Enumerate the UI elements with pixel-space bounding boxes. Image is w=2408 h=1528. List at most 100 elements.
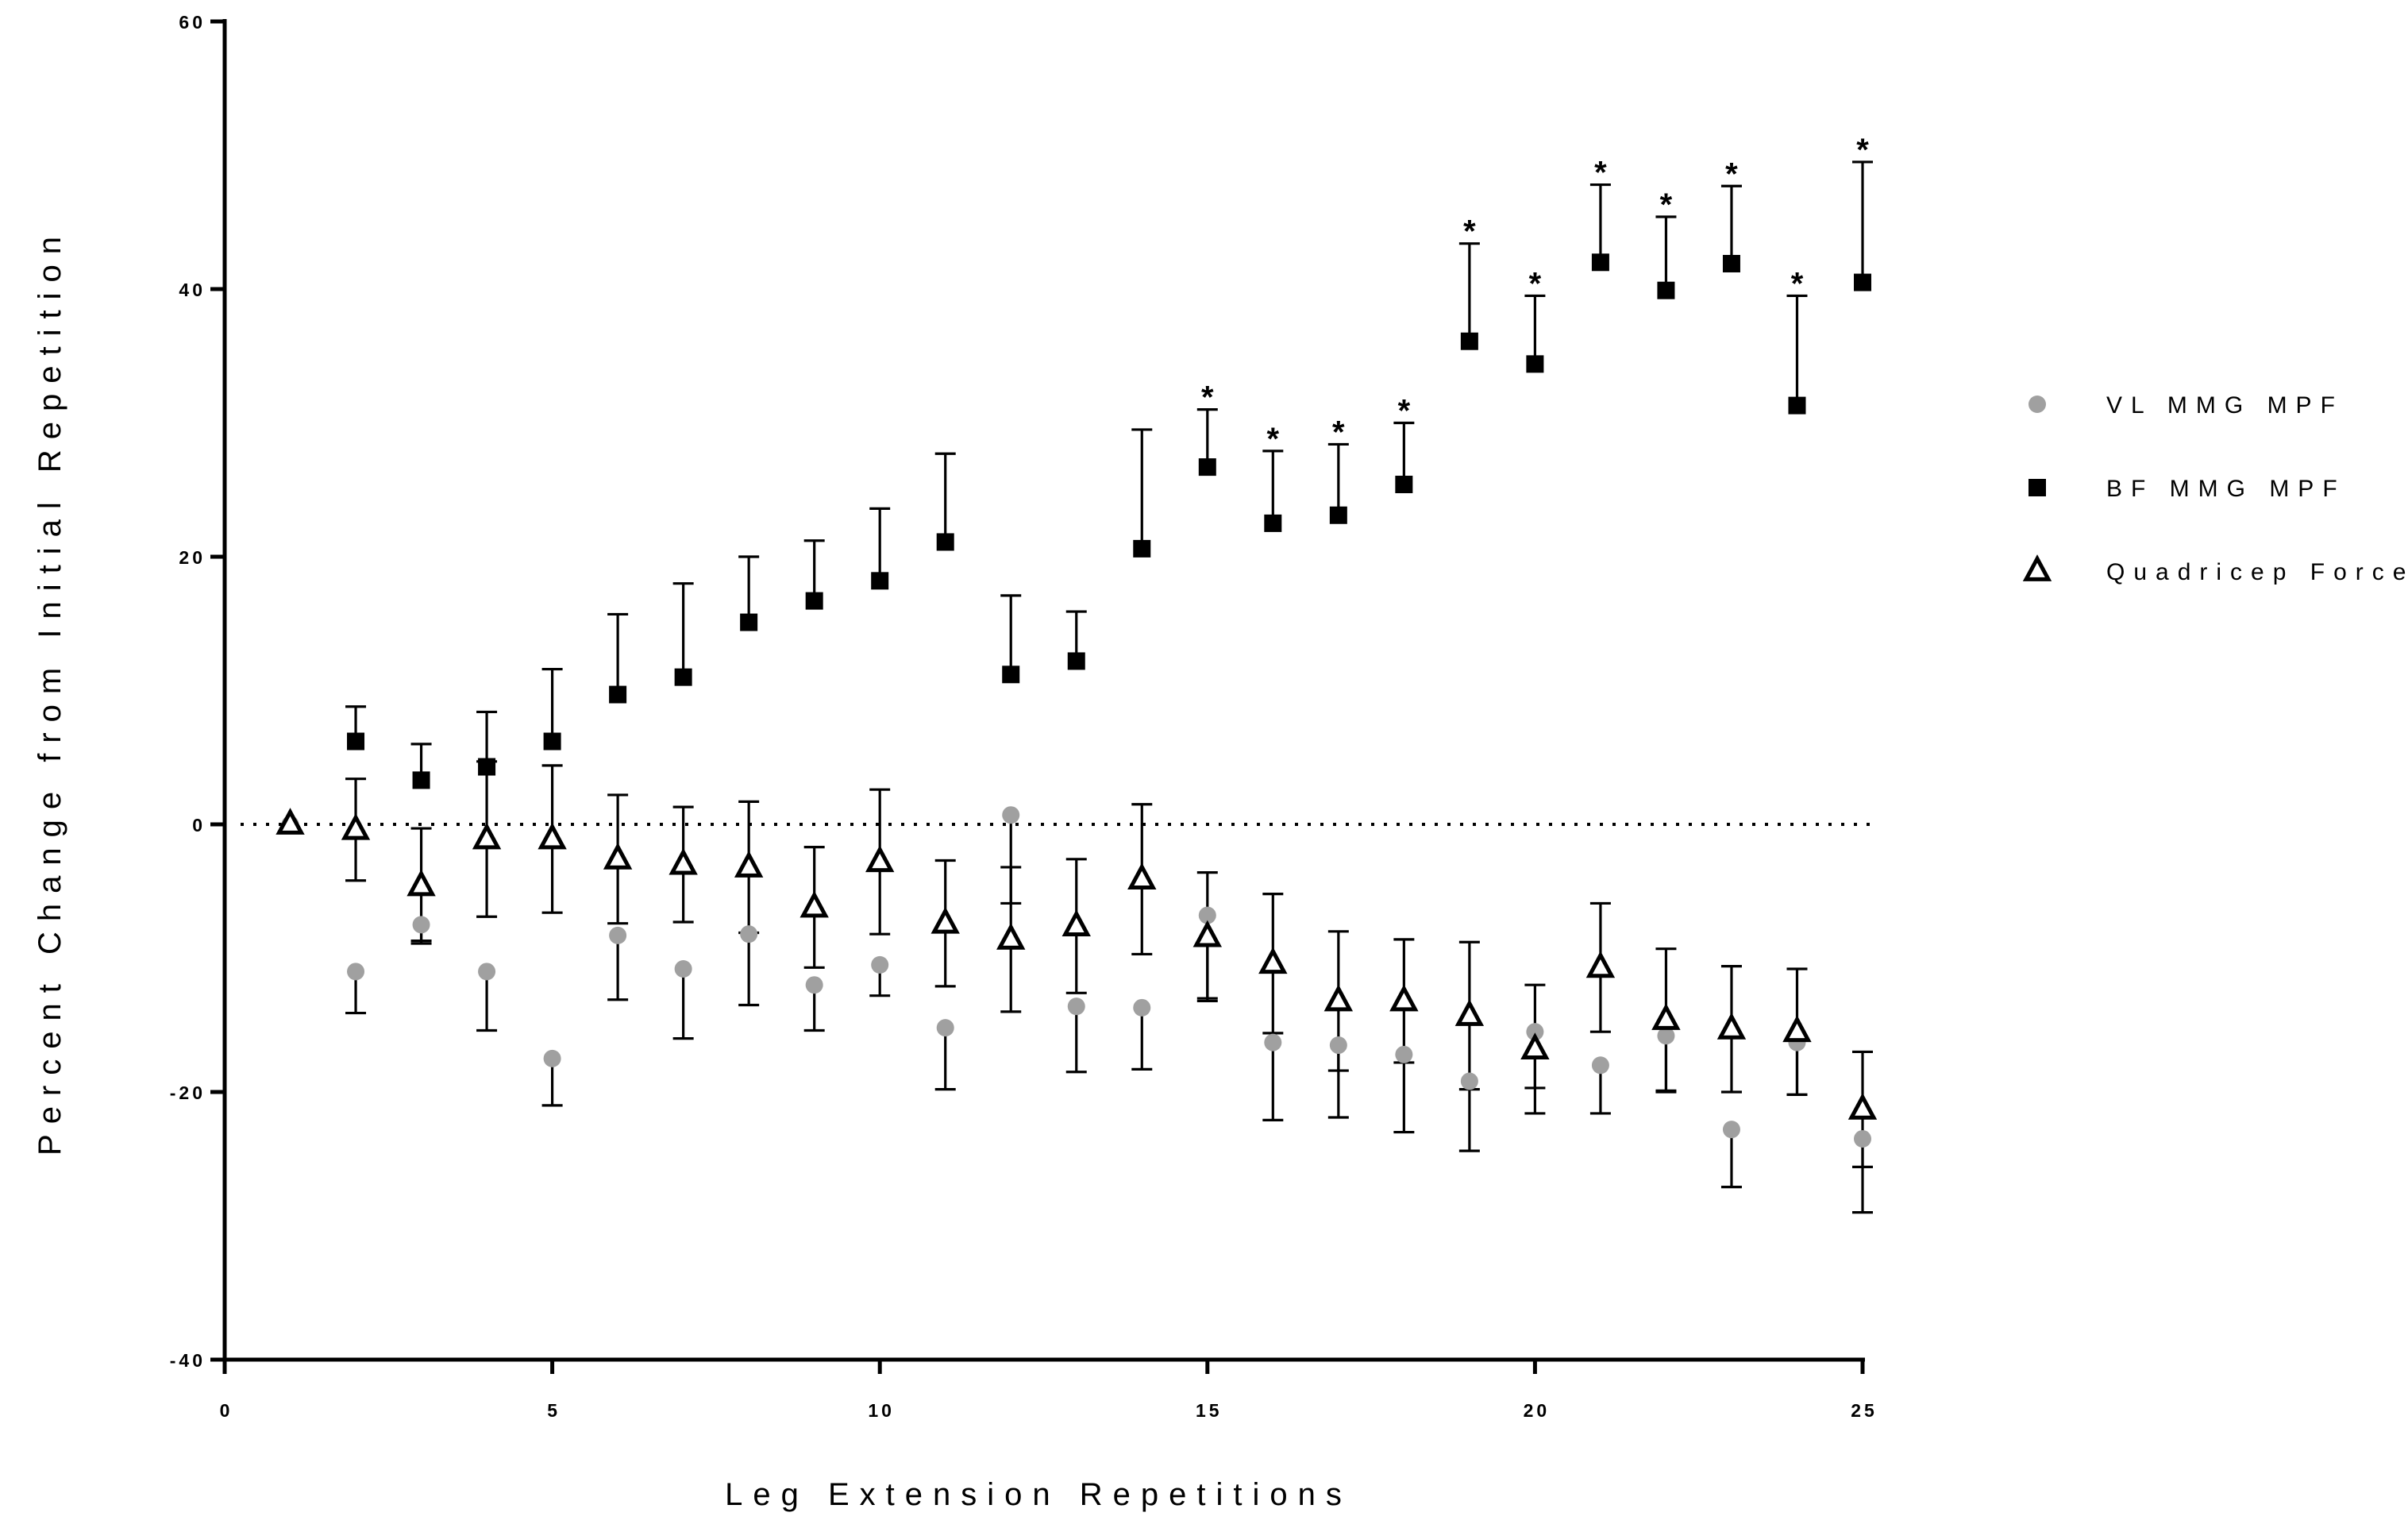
legend-label-vl-mmg-mpf: VL MMG MPF — [2106, 392, 2344, 419]
bf-mmg-mpf-point — [1133, 539, 1151, 558]
quadricep-force-point — [1847, 1093, 1878, 1120]
vl-mmg-mpf-point — [347, 963, 365, 981]
vl-mmg-mpf-point — [1526, 1023, 1544, 1041]
bf-mmg-mpf-point — [740, 613, 758, 631]
y-tick-label: -40 — [170, 1350, 206, 1371]
bf-mmg-mpf-point — [1657, 281, 1675, 299]
x-tick-label: 5 — [547, 1400, 561, 1421]
vl-mmg-mpf-point — [543, 1049, 561, 1067]
quadricep-force-point — [1389, 984, 1419, 1012]
significance-asterisk: * — [1529, 266, 1542, 301]
bf-mmg-mpf-point — [936, 533, 954, 551]
legend-marker-vl-mmg-mpf — [2028, 396, 2046, 413]
vl-mmg-mpf-point — [1722, 1121, 1740, 1139]
significance-asterisk: * — [1856, 133, 1869, 168]
quadricep-force-point — [1782, 1015, 1812, 1043]
vl-mmg-mpf-point — [609, 926, 627, 944]
bf-mmg-mpf-point — [1329, 506, 1347, 524]
x-tick-label: 20 — [1524, 1400, 1551, 1421]
bf-mmg-mpf-point — [609, 685, 627, 704]
bf-mmg-mpf-point — [543, 732, 561, 750]
quadricep-force-point — [1651, 1003, 1681, 1030]
vl-mmg-mpf-point — [805, 976, 823, 994]
quadricep-force-point — [1061, 909, 1091, 936]
y-axis-title: Percent Change from Initial Repetition — [33, 226, 67, 1156]
vl-mmg-mpf-point — [1198, 906, 1216, 924]
bf-mmg-mpf-point — [347, 732, 365, 750]
vl-mmg-mpf-point — [936, 1019, 954, 1037]
significance-asterisk: * — [1791, 266, 1804, 301]
vl-mmg-mpf-point — [740, 925, 758, 943]
vl-mmg-mpf-point — [1395, 1045, 1413, 1063]
bf-mmg-mpf-point — [1591, 253, 1609, 272]
quadricep-force-point — [406, 869, 436, 897]
bf-mmg-mpf-point — [478, 758, 496, 776]
y-tick-label: 40 — [179, 280, 206, 300]
quadricep-force-point — [275, 808, 305, 835]
significance-asterisk: * — [1594, 156, 1607, 191]
quadricep-force-point — [1323, 984, 1354, 1012]
vl-mmg-mpf-point — [674, 959, 692, 978]
bf-mmg-mpf-point — [1722, 254, 1740, 272]
bf-mmg-mpf-point — [1198, 458, 1216, 477]
bf-mmg-mpf-point — [1460, 332, 1478, 350]
significance-asterisk: * — [1201, 380, 1214, 415]
significance-asterisk: * — [1398, 394, 1411, 429]
x-tick-label: 15 — [1196, 1400, 1223, 1421]
vl-mmg-mpf-point — [871, 955, 889, 974]
vl-mmg-mpf-point — [478, 963, 496, 981]
vl-mmg-mpf-point — [412, 916, 430, 934]
bf-mmg-mpf-point — [1067, 652, 1085, 670]
quadricep-force-point — [1716, 1012, 1747, 1040]
x-tick-label: 25 — [1851, 1400, 1878, 1421]
vl-mmg-mpf-point — [1133, 998, 1151, 1017]
vl-mmg-mpf-point — [1460, 1072, 1478, 1090]
x-axis-title: Leg Extension Repetitions — [725, 1477, 1352, 1512]
vl-mmg-mpf-point — [1854, 1129, 1871, 1148]
bf-mmg-mpf-point — [1526, 355, 1544, 373]
y-tick-label: 20 — [179, 547, 206, 568]
quadricep-force-point — [1258, 947, 1288, 974]
quadricep-force-point — [865, 845, 895, 873]
vl-mmg-mpf-point — [1067, 997, 1085, 1016]
quadricep-force-point — [734, 851, 764, 878]
quadricep-force-point — [1585, 951, 1616, 978]
bf-mmg-mpf-point — [674, 668, 692, 686]
quadricep-force-point — [341, 812, 371, 840]
quadricep-force-point — [668, 847, 698, 875]
quadricep-force-point — [1192, 920, 1222, 947]
bf-mmg-mpf-point — [1395, 476, 1413, 494]
legend-label-quadricep-force: Quadricep Force — [2106, 559, 2408, 585]
quadricep-force-point — [1127, 862, 1157, 889]
legend-marker-bf-mmg-mpf — [2028, 479, 2046, 496]
y-tick-label: 0 — [192, 815, 206, 835]
significance-asterisk: * — [1332, 415, 1345, 450]
vl-mmg-mpf-point — [1329, 1036, 1347, 1055]
significance-asterisk: * — [1660, 187, 1673, 222]
quadricep-force-point — [603, 842, 633, 870]
legend-marker-quadricep-force — [2022, 554, 2052, 581]
bf-mmg-mpf-point — [1854, 273, 1871, 291]
legend-label-bf-mmg-mpf: BF MMG MPF — [2106, 476, 2346, 502]
vl-mmg-mpf-point — [1591, 1056, 1609, 1075]
plot-area: -40 -20 0 20 40 60 0 5 10 15 20 25 * * * * * * * * * * * — [170, 12, 1878, 1421]
legend: VL MMG MPF BF MMG MPF Quadricep Force — [2022, 392, 2408, 585]
bf-mmg-mpf-point — [871, 572, 889, 590]
quadricep-force-point — [1454, 999, 1485, 1026]
bf-mmg-mpf-point — [1788, 396, 1806, 415]
vl-mmg-mpf-point — [1002, 806, 1020, 824]
x-tick-label: 10 — [868, 1400, 895, 1421]
quadricep-force-point — [472, 822, 502, 850]
bf-mmg-mpf-point — [1264, 514, 1282, 532]
quadricep-force-point — [930, 906, 960, 934]
y-tick-label: 60 — [179, 12, 206, 33]
quadricep-force-point — [537, 822, 567, 850]
y-tick-label: -20 — [170, 1082, 206, 1103]
significance-asterisk: * — [1267, 422, 1280, 457]
bf-mmg-mpf-point — [1002, 666, 1020, 684]
quadricep-force-point — [1520, 1032, 1550, 1059]
quadricep-force-point — [799, 890, 829, 918]
bf-mmg-mpf-point — [412, 771, 430, 789]
significance-asterisk: * — [1463, 214, 1476, 249]
